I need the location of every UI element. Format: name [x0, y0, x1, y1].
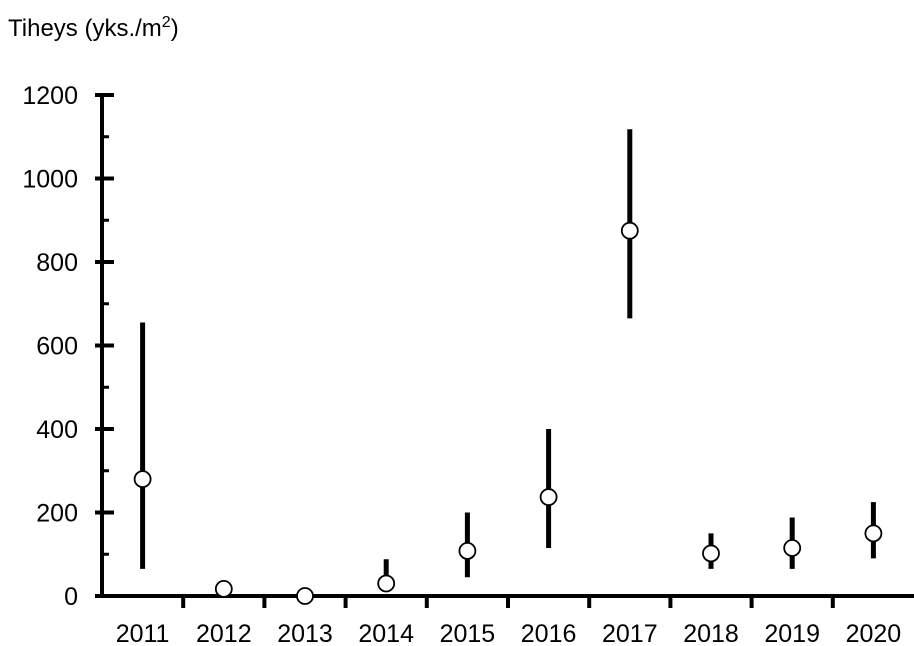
x-tick-label: 2019 [764, 620, 820, 646]
data-point [702, 544, 720, 563]
data-point [539, 488, 558, 506]
x-tick-label: 2020 [846, 620, 902, 646]
data-point [458, 542, 477, 560]
y-ticks: 0 200 400 600 800 1000 1200 [22, 82, 114, 611]
y-tick-label: 1200 [22, 82, 78, 110]
y-axis-label-superscript: 2 [162, 14, 171, 31]
y-tick-label: 200 [36, 500, 78, 528]
y-axis-label: Tiheys (yks./m2) [8, 14, 179, 42]
x-tick-label: 2018 [683, 620, 739, 646]
y-tick-label: 1000 [22, 166, 78, 194]
x-ticks: 2011 2012 2013 2014 2015 2016 2017 2018 2019 2020 [116, 596, 901, 646]
data-point [214, 580, 233, 598]
x-tick-label: 2017 [602, 620, 658, 646]
x-tick-label: 2016 [521, 620, 577, 646]
data-point [620, 221, 639, 240]
x-tick-label: 2015 [440, 620, 496, 646]
data-marks [133, 129, 883, 605]
x-tick-label: 2014 [358, 620, 414, 646]
data-point [133, 470, 152, 489]
y-tick-label: 400 [36, 416, 78, 444]
data-point [783, 539, 802, 557]
data-point [864, 524, 883, 543]
y-tick-label: 0 [64, 583, 78, 611]
x-tick-label: 2011 [116, 620, 170, 646]
x-tick-label: 2013 [277, 620, 333, 646]
y-tick-label: 600 [36, 333, 78, 361]
y-tick-label: 800 [36, 249, 78, 277]
data-point [377, 574, 396, 593]
y-axis-label-suffix: ) [171, 15, 179, 42]
x-tick-label: 2012 [196, 620, 252, 646]
data-point [296, 587, 314, 605]
